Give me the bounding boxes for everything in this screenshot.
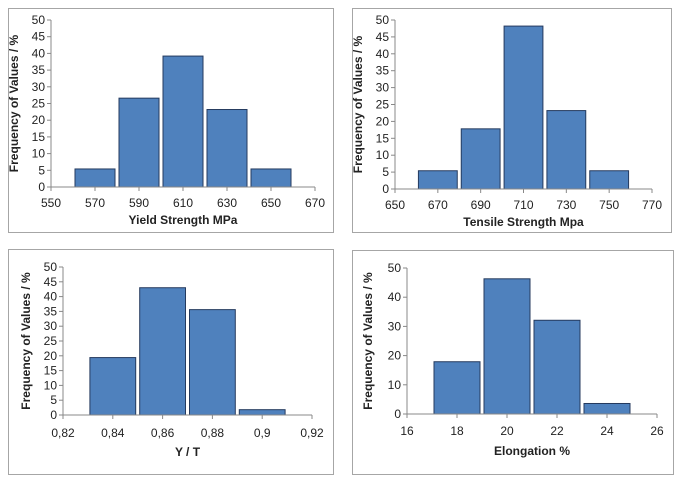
y-axis-label: Frequency of Values / % — [361, 272, 375, 410]
y-tick-label: 5 — [38, 163, 45, 177]
x-axis-label: Y / T — [175, 445, 201, 459]
histogram-bar — [238, 409, 286, 416]
x-tick-label: 750 — [599, 198, 619, 212]
chart-panel-1: 0 5 10 15 20 25 30 35 40 45 50 550 570 590 610 630 650 67… — [7, 8, 334, 233]
x-tick-label: 690 — [471, 198, 491, 212]
y-tick-label: 0 — [50, 408, 57, 422]
x-tick-label: 22 — [550, 424, 564, 438]
y-tick-label: 50 — [44, 260, 58, 274]
x-tick-label: 550 — [41, 196, 61, 210]
x-axis-label: Elongation % — [494, 444, 570, 458]
histogram-bar — [433, 361, 481, 415]
x-tick-label: 0,82 — [51, 426, 75, 440]
y-tick-label: 20 — [44, 349, 58, 363]
histogram-bar — [503, 25, 544, 190]
y-tick-label: 40 — [388, 290, 402, 304]
x-tick-label: 650 — [385, 198, 405, 212]
x-tick-label: 18 — [450, 424, 464, 438]
histogram-bar — [189, 309, 236, 416]
y-tick-label: 30 — [376, 81, 390, 95]
y-tick-label: 50 — [32, 13, 46, 27]
x-tick-label: 570 — [85, 196, 105, 210]
x-tick-label: 0,92 — [300, 426, 324, 440]
chart-panel-4: 0 10 20 30 40 50 16 18 20 22 24 26 Elongation % Frequ… — [352, 250, 674, 475]
x-tick-label: 670 — [428, 198, 448, 212]
y-tick-label: 30 — [32, 80, 46, 94]
histogram-bar — [89, 357, 137, 416]
histogram-bar — [589, 170, 630, 190]
y-axis-label: Frequency of Values / % — [19, 272, 33, 410]
histogram-bar — [162, 55, 204, 188]
y-tick-label: 0 — [38, 180, 45, 194]
y-tick-label: 15 — [44, 364, 58, 378]
x-tick-label: 24 — [600, 424, 614, 438]
histogram-bar — [250, 168, 292, 188]
x-tick-label: 0,84 — [101, 426, 125, 440]
y-tick-label: 5 — [382, 165, 389, 179]
y-axis-label: Frequency of Values / % — [351, 35, 365, 173]
y-tick-label: 50 — [376, 13, 390, 27]
y-tick-label: 35 — [32, 63, 46, 77]
x-tick-label: 730 — [556, 198, 576, 212]
x-tick-label: 610 — [173, 196, 193, 210]
y-tick-label: 20 — [376, 114, 390, 128]
y-tick-label: 20 — [388, 349, 402, 363]
y-tick-label: 45 — [376, 30, 390, 44]
x-tick-label: 650 — [261, 196, 281, 210]
x-tick-label: 0,86 — [151, 426, 175, 440]
y-axis-label: Frequency of Values / % — [7, 34, 21, 172]
y-tick-label: 45 — [32, 30, 46, 44]
chart-panel-2: 0 5 10 15 20 25 30 35 40 45 50 650 670 690 710 730 750 77… — [351, 8, 672, 233]
histogram-bar — [460, 128, 501, 190]
histogram-bar — [483, 278, 531, 415]
y-tick-label: 10 — [32, 147, 46, 161]
y-tick-label: 40 — [376, 47, 390, 61]
x-tick-label: 26 — [650, 424, 664, 438]
y-tick-label: 40 — [32, 46, 46, 60]
y-tick-label: 25 — [44, 334, 58, 348]
histogram-bar — [583, 402, 631, 415]
y-tick-label: 0 — [382, 182, 389, 196]
y-tick-label: 30 — [44, 319, 58, 333]
x-axis-label: Yield Strength MPa — [129, 213, 238, 227]
histogram-bar — [546, 110, 587, 190]
y-tick-label: 50 — [388, 261, 402, 275]
y-tick-label: 35 — [376, 64, 390, 78]
histogram-bar — [206, 109, 248, 188]
histogram-bar — [139, 287, 186, 416]
x-tick-label: 770 — [642, 198, 662, 212]
x-tick-label: 20 — [500, 424, 514, 438]
x-tick-label: 670 — [305, 196, 325, 210]
x-tick-label: 590 — [129, 196, 149, 210]
x-tick-label: 16 — [400, 424, 414, 438]
x-tick-label: 0,9 — [254, 426, 271, 440]
y-tick-label: 40 — [44, 290, 58, 304]
y-tick-label: 20 — [32, 113, 46, 127]
y-tick-label: 10 — [376, 148, 390, 162]
y-tick-label: 10 — [44, 378, 58, 392]
x-axis-label: Tensile Strength Mpa — [463, 215, 584, 229]
y-tick-label: 25 — [376, 98, 390, 112]
y-tick-label: 15 — [32, 130, 46, 144]
histogram-bar — [417, 170, 458, 190]
y-tick-label: 45 — [44, 275, 58, 289]
y-tick-label: 15 — [376, 131, 390, 145]
y-tick-label: 25 — [32, 97, 46, 111]
histogram-bar — [118, 97, 160, 188]
y-tick-label: 35 — [44, 304, 58, 318]
y-tick-label: 10 — [388, 378, 402, 392]
histogram-bar — [74, 168, 116, 188]
y-tick-label: 5 — [50, 393, 57, 407]
x-tick-label: 0,88 — [201, 426, 225, 440]
histogram-bar — [533, 319, 581, 415]
y-tick-label: 0 — [394, 407, 401, 421]
x-tick-label: 710 — [513, 198, 533, 212]
y-tick-label: 30 — [388, 319, 402, 333]
x-tick-label: 630 — [217, 196, 237, 210]
